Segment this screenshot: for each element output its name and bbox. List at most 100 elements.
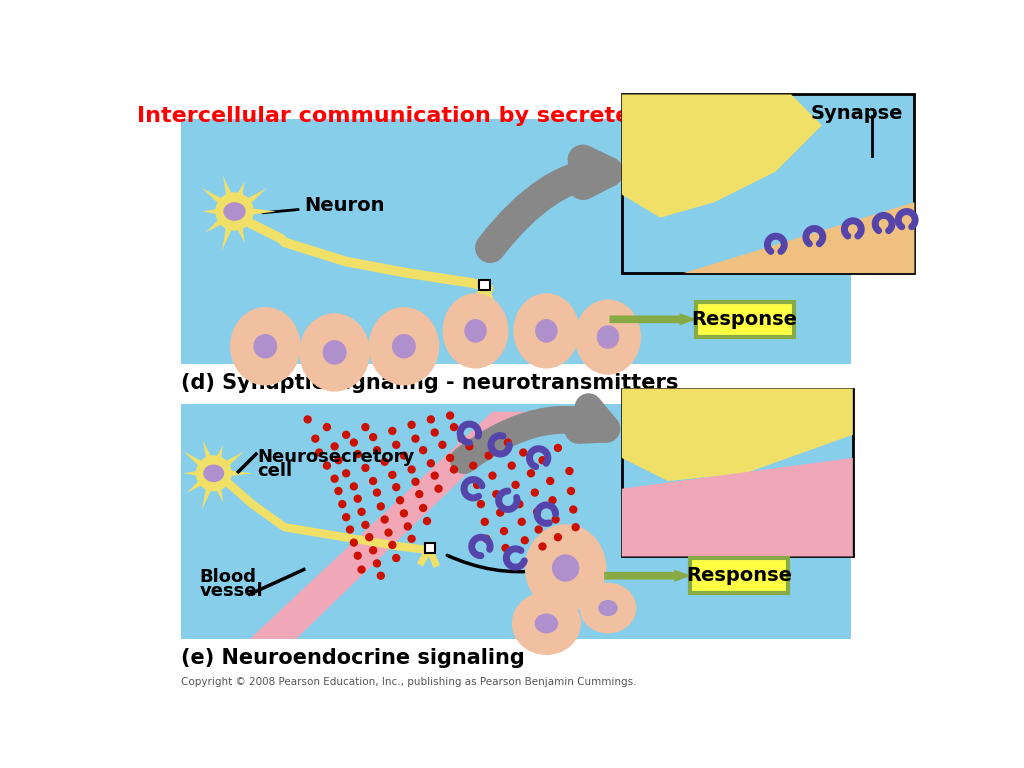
Circle shape [750, 205, 756, 212]
Circle shape [374, 489, 381, 496]
Ellipse shape [300, 314, 370, 391]
Ellipse shape [525, 525, 605, 611]
Circle shape [343, 432, 349, 439]
Circle shape [658, 522, 666, 529]
Circle shape [446, 412, 454, 419]
Circle shape [726, 214, 733, 221]
Circle shape [680, 226, 687, 233]
Circle shape [396, 497, 403, 504]
Circle shape [354, 451, 361, 458]
Ellipse shape [599, 601, 617, 615]
Circle shape [358, 508, 365, 515]
Circle shape [489, 472, 496, 479]
Circle shape [757, 233, 764, 240]
Circle shape [722, 518, 729, 525]
Circle shape [707, 478, 714, 485]
Ellipse shape [254, 335, 276, 358]
Text: Copyright © 2008 Pearson Education, Inc., publishing as Pearson Benjamin Cumming: Copyright © 2008 Pearson Education, Inc.… [180, 677, 636, 687]
Ellipse shape [575, 300, 640, 374]
Circle shape [370, 434, 377, 441]
Circle shape [803, 482, 810, 488]
Circle shape [416, 491, 423, 498]
Circle shape [366, 534, 373, 541]
Circle shape [700, 425, 728, 452]
Circle shape [412, 435, 419, 442]
FancyBboxPatch shape [690, 558, 788, 594]
Text: Response: Response [686, 566, 793, 585]
Circle shape [534, 508, 541, 515]
Circle shape [780, 228, 787, 235]
Circle shape [420, 447, 427, 454]
Circle shape [431, 472, 438, 479]
Circle shape [818, 203, 825, 210]
Text: (e) Neuroendocrine signaling: (e) Neuroendocrine signaling [180, 648, 524, 668]
Circle shape [733, 146, 738, 151]
Circle shape [470, 462, 477, 469]
Ellipse shape [514, 294, 579, 368]
Polygon shape [183, 441, 252, 510]
Text: Synapse: Synapse [810, 104, 903, 123]
Ellipse shape [443, 294, 508, 368]
Circle shape [446, 455, 454, 462]
Circle shape [705, 436, 710, 442]
FancyBboxPatch shape [695, 302, 794, 337]
Circle shape [458, 435, 465, 442]
Circle shape [572, 524, 580, 531]
Circle shape [803, 222, 810, 229]
Circle shape [485, 452, 493, 459]
Circle shape [420, 505, 427, 511]
Circle shape [505, 439, 511, 446]
Circle shape [389, 541, 396, 548]
Circle shape [778, 505, 785, 511]
Circle shape [737, 505, 744, 511]
Circle shape [512, 482, 519, 488]
Bar [425, 544, 435, 553]
Circle shape [820, 495, 827, 502]
Ellipse shape [536, 319, 557, 342]
Circle shape [324, 424, 331, 431]
Circle shape [520, 449, 526, 456]
Circle shape [734, 230, 740, 237]
Circle shape [427, 460, 434, 467]
Circle shape [350, 439, 357, 446]
Circle shape [477, 501, 484, 508]
Circle shape [370, 547, 377, 554]
Circle shape [569, 506, 577, 513]
Circle shape [719, 436, 724, 442]
Circle shape [676, 499, 683, 506]
Polygon shape [683, 202, 914, 273]
Circle shape [451, 424, 458, 431]
Circle shape [409, 422, 415, 429]
Text: Intercellular communication by secreted molecules: Intercellular communication by secreted … [137, 106, 780, 126]
Circle shape [335, 457, 342, 464]
Circle shape [656, 218, 664, 225]
Circle shape [638, 518, 644, 525]
Bar [180, 404, 851, 639]
Circle shape [343, 470, 349, 477]
Polygon shape [622, 458, 853, 557]
Circle shape [808, 516, 815, 523]
Bar [479, 280, 490, 290]
Circle shape [838, 492, 845, 498]
Circle shape [343, 514, 349, 521]
Circle shape [554, 534, 561, 541]
Circle shape [772, 197, 779, 204]
Circle shape [216, 193, 253, 230]
Circle shape [374, 447, 381, 454]
Circle shape [827, 512, 835, 519]
Circle shape [361, 424, 369, 431]
Circle shape [826, 476, 834, 483]
Circle shape [826, 217, 834, 223]
Circle shape [718, 141, 749, 171]
Ellipse shape [465, 319, 486, 342]
Ellipse shape [204, 465, 223, 482]
Circle shape [688, 439, 694, 446]
Circle shape [502, 545, 509, 551]
Circle shape [685, 135, 690, 141]
Circle shape [473, 482, 480, 488]
Text: Blood: Blood [200, 568, 257, 586]
Circle shape [518, 518, 525, 525]
Circle shape [481, 518, 488, 525]
Circle shape [784, 476, 791, 483]
Circle shape [339, 501, 346, 508]
